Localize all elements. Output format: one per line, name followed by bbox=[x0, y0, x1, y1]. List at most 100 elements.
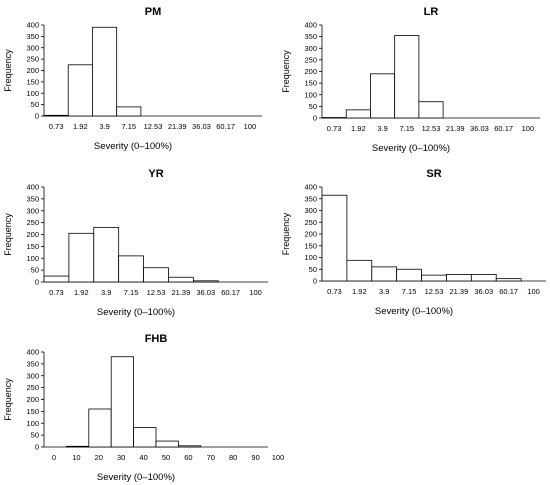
chart-fhb-x-tick-label: 80 bbox=[229, 453, 237, 462]
chart-sr-x-tick-label: 3.9 bbox=[379, 287, 389, 296]
chart-sr-y-tick-label: 0 bbox=[313, 277, 317, 286]
chart-fhb-y-tick-label: 0 bbox=[35, 443, 39, 452]
chart-fhb-y-tick-label: 50 bbox=[31, 431, 39, 440]
chart-yr-x-axis-label: Severity (0–100%) bbox=[97, 307, 175, 318]
chart-sr-bar bbox=[446, 274, 472, 282]
chart-fhb-y-tick-label: 250 bbox=[26, 383, 39, 392]
chart-fhb-x-tick-label: 70 bbox=[207, 453, 215, 462]
chart-pm-y-tick-label: 100 bbox=[26, 89, 39, 98]
chart-sr-bar bbox=[321, 194, 348, 282]
chart-fhb-y-tick-label: 300 bbox=[26, 371, 39, 380]
chart-fhb-y-tick-label: 100 bbox=[26, 419, 39, 428]
chart-yr-y-tick-label: 350 bbox=[26, 194, 39, 203]
chart-fhb-x-tick-label: 100 bbox=[272, 453, 285, 462]
chart-pm-title: PM bbox=[145, 6, 162, 18]
chart-pm-bar bbox=[116, 106, 142, 117]
chart-pm-x-tick-label: 36.03 bbox=[192, 122, 211, 131]
chart-yr-bar bbox=[118, 255, 144, 283]
chart-yr-y-tick-label: 300 bbox=[26, 206, 39, 215]
chart-sr: SR 0 50 100 150 200 250 300 350 400 Frequency 0.73 1… bbox=[281, 168, 546, 317]
chart-fhb: FHB 0 50 100 150 200 250 300 350 400 Frequency 0 10 2… bbox=[3, 333, 284, 483]
chart-fhb-bar bbox=[88, 408, 112, 448]
chart-fhb-y-axis-label: Frequency bbox=[3, 378, 13, 421]
chart-sr-x-tick-label: 36.03 bbox=[474, 287, 493, 296]
chart-yr-y-tick-label: 0 bbox=[35, 278, 39, 287]
chart-fhb-title: FHB bbox=[145, 333, 168, 345]
chart-fhb-y-tick-label: 200 bbox=[26, 395, 39, 404]
chart-sr-bar bbox=[346, 259, 373, 282]
chart-sr-x-tick-label: 1.92 bbox=[352, 287, 367, 296]
chart-lr-y-tick-label: 350 bbox=[304, 32, 317, 41]
chart-yr-y-tick-label: 200 bbox=[26, 230, 39, 239]
chart-pm-x-axis-label: Severity (0–100%) bbox=[94, 141, 172, 152]
chart-pm-x-tick-label: 3.9 bbox=[99, 122, 109, 131]
chart-sr-y-tick-label: 350 bbox=[304, 194, 317, 203]
chart-lr-bar bbox=[345, 109, 371, 119]
chart-lr-bar bbox=[394, 35, 420, 119]
chart-fhb-x-tick-label: 40 bbox=[139, 453, 147, 462]
chart-sr-y-tick-label: 200 bbox=[304, 230, 317, 239]
chart-yr-title: YR bbox=[148, 168, 163, 180]
chart-lr-y-tick-label: 50 bbox=[309, 102, 317, 111]
chart-lr-y-tick-label: 100 bbox=[304, 90, 317, 99]
chart-yr-bar bbox=[168, 276, 194, 283]
chart-yr-x-tick-label: 1.92 bbox=[74, 288, 89, 297]
chart-sr-x-tick-label: 100 bbox=[527, 287, 540, 296]
chart-fhb-bar bbox=[177, 445, 202, 448]
chart-fhb-bar bbox=[133, 427, 157, 448]
chart-fhb-bar bbox=[110, 356, 134, 448]
chart-yr-x-tick-label: 60.17 bbox=[221, 288, 240, 297]
chart-yr-y-tick-label: 400 bbox=[26, 183, 39, 192]
chart-pm-y-tick-label: 300 bbox=[26, 43, 39, 52]
chart-fhb-bar bbox=[155, 440, 179, 448]
chart-lr-x-tick-label: 12.53 bbox=[422, 124, 441, 133]
chart-lr-y-axis-label: Frequency bbox=[281, 50, 291, 93]
chart-yr-x-tick-label: 21.39 bbox=[171, 288, 190, 297]
chart-lr-y-tick-label: 250 bbox=[304, 55, 317, 64]
chart-sr-x-tick-label: 21.39 bbox=[449, 287, 468, 296]
chart-sr-x-tick-label: 7.15 bbox=[402, 287, 417, 296]
chart-sr-x-tick-label: 12.53 bbox=[425, 287, 444, 296]
chart-yr-y-tick-label: 100 bbox=[26, 254, 39, 263]
chart-lr-x-tick-label: 36.03 bbox=[470, 124, 489, 133]
chart-yr: YR 0 50 100 150 200 250 300 350 400 Frequency 0.73 1… bbox=[3, 168, 268, 318]
chart-lr-y-tick-label: 400 bbox=[304, 21, 317, 30]
chart-pm-y-tick-label: 150 bbox=[26, 77, 39, 86]
chart-yr-y-tick-label: 250 bbox=[26, 218, 39, 227]
chart-pm-bar bbox=[92, 26, 118, 117]
chart-sr-bar bbox=[470, 274, 497, 282]
chart-yr-x-tick-label: 7.15 bbox=[124, 288, 139, 297]
chart-sr-y-tick-label: 250 bbox=[304, 218, 317, 227]
chart-pm-y-tick-label: 200 bbox=[26, 66, 39, 75]
chart-lr-x-tick-label: 3.9 bbox=[377, 124, 387, 133]
chart-pm-x-tick-label: 1.92 bbox=[73, 122, 88, 131]
chart-fhb-y-tick-label: 400 bbox=[26, 348, 39, 357]
chart-lr-x-tick-label: 21.39 bbox=[446, 124, 465, 133]
chart-fhb-x-tick-label: 90 bbox=[251, 453, 259, 462]
chart-fhb-x-tick-label: 30 bbox=[117, 453, 125, 462]
chart-lr-x-tick-label: 7.15 bbox=[399, 124, 414, 133]
chart-yr-x-tick-label: 0.73 bbox=[49, 288, 64, 297]
chart-pm-bar bbox=[43, 114, 69, 117]
chart-sr-bar bbox=[495, 278, 522, 282]
chart-yr-x-tick-label: 36.03 bbox=[196, 288, 215, 297]
chart-pm: PM 0 50 100 150 200 250 300 350 400 Frequency 0.73 1… bbox=[3, 6, 262, 152]
chart-sr-bar bbox=[396, 268, 422, 282]
chart-sr-bar bbox=[421, 274, 447, 282]
chart-lr: LR 0 50 100 150 200 250 300 350 400 Frequency 0.73 1… bbox=[281, 6, 540, 154]
chart-lr-x-tick-label: 100 bbox=[522, 124, 535, 133]
chart-yr-x-tick-label: 100 bbox=[249, 288, 262, 297]
chart-lr-bar bbox=[418, 101, 444, 119]
chart-lr-y-tick-label: 200 bbox=[304, 67, 317, 76]
chart-sr-title: SR bbox=[426, 168, 441, 180]
chart-yr-bar bbox=[68, 232, 95, 283]
chart-lr-y-tick-label: 300 bbox=[304, 44, 317, 53]
chart-lr-bar bbox=[370, 73, 396, 119]
chart-yr-bar bbox=[93, 226, 120, 283]
chart-pm-bar bbox=[67, 64, 93, 117]
chart-sr-y-tick-label: 300 bbox=[304, 206, 317, 215]
chart-sr-y-tick-label: 150 bbox=[304, 241, 317, 250]
chart-lr-x-axis-label: Severity (0–100%) bbox=[372, 143, 450, 154]
chart-lr-x-tick-label: 60.17 bbox=[494, 124, 513, 133]
chart-pm-x-tick-label: 7.15 bbox=[121, 122, 136, 131]
